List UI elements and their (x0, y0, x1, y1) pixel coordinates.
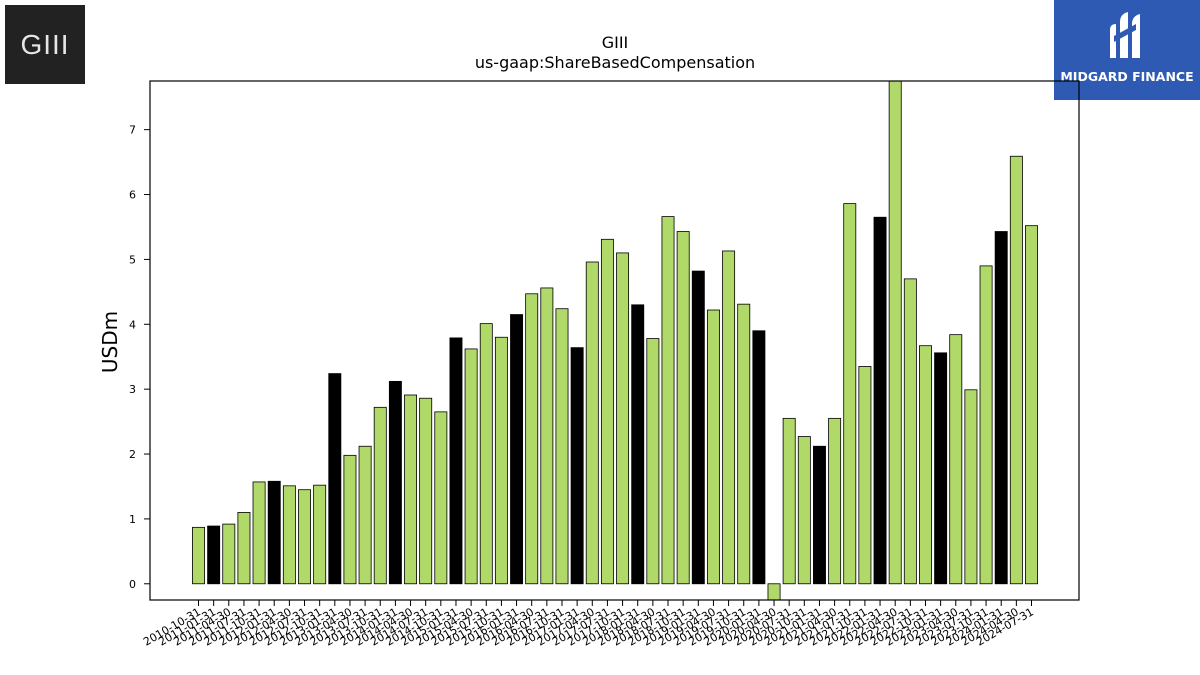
bar-2023-07-31 (964, 389, 978, 585)
bar-2020-01-31 (752, 330, 766, 585)
bar-2013-10-31 (373, 406, 387, 585)
bar-2011-01-31 (207, 525, 221, 585)
bar-2023-01-31 (934, 352, 948, 585)
plot-frame (149, 80, 1080, 601)
y-axis: 0 1 2 3 4 5 6 7 (129, 124, 150, 591)
giii-logo-text: GIII (20, 28, 70, 60)
bar-2012-04-30 (282, 485, 296, 585)
bar-2021-04-30 (828, 417, 842, 585)
bar-2011-04-30 (222, 523, 236, 585)
y-tick-label: 5 (129, 253, 136, 266)
bar-2020-04-30 (767, 583, 781, 601)
bar-2016-10-31 (555, 308, 569, 585)
y-axis-label: USDm (98, 311, 122, 373)
bar-2018-10-31 (676, 231, 690, 585)
bar-2021-10-31 (858, 366, 872, 585)
bar-2016-04-30 (525, 293, 539, 585)
bar-2014-07-31 (419, 397, 433, 585)
bar-2024-07-31 (1025, 225, 1038, 585)
chart-title: GIII (602, 33, 629, 52)
bar-2015-01-31 (449, 337, 463, 585)
bar-2019-01-31 (691, 270, 705, 585)
bar-2010-10-31 (192, 526, 205, 585)
bar-2019-10-31 (737, 303, 751, 585)
bar-2012-07-31 (298, 489, 311, 585)
bar-2015-10-31 (494, 336, 508, 585)
bars-group (192, 80, 1038, 601)
bar-2021-01-31 (813, 445, 826, 585)
y-tick-label: 4 (129, 318, 136, 331)
bar-2013-01-31 (328, 373, 342, 585)
bar-2020-10-31 (797, 436, 811, 585)
bar-2018-07-31 (661, 216, 675, 585)
bar-2017-01-31 (570, 347, 584, 585)
y-tick-label: 0 (129, 578, 136, 591)
bar-2022-07-31 (903, 278, 917, 585)
bar-2019-04-30 (706, 309, 720, 585)
bar-2018-01-31 (631, 304, 645, 585)
y-tick-label: 2 (129, 448, 136, 461)
bar-2011-07-31 (237, 512, 251, 585)
giii-logo: GIII (5, 5, 85, 84)
bar-2018-04-30 (646, 338, 660, 585)
y-tick-label: 3 (129, 383, 136, 396)
midgard-logo-icon (1110, 12, 1140, 58)
bar-2017-04-30 (585, 261, 599, 585)
bar-2022-10-31 (919, 345, 932, 585)
bar-2019-07-31 (722, 250, 736, 585)
bar-2012-01-31 (267, 480, 281, 585)
bar-2013-07-31 (358, 445, 372, 585)
bar-2017-10-31 (616, 252, 630, 585)
midgard-logo-text: MIDGARD FINANCE (1060, 69, 1194, 84)
bar-2014-04-30 (404, 394, 418, 585)
bar-2016-07-31 (540, 287, 554, 585)
bar-2014-01-31 (388, 380, 402, 585)
bar-2017-07-31 (600, 238, 614, 585)
bar-2015-07-31 (479, 323, 493, 585)
bar-2020-07-31 (782, 417, 796, 585)
bar-2024-01-31 (994, 231, 1008, 585)
bar-2015-04-30 (464, 348, 478, 585)
bar-2024-04-30 (1009, 155, 1023, 585)
chart-subtitle: us-gaap:ShareBasedCompensation (475, 53, 755, 72)
bar-2014-10-31 (434, 411, 448, 585)
bar-2022-01-31 (873, 216, 887, 585)
bar-2023-04-30 (949, 334, 963, 585)
y-tick-label: 6 (129, 189, 136, 202)
bar-2022-04-30 (888, 80, 902, 585)
bar-2011-10-31 (252, 481, 266, 585)
bar-2016-01-31 (510, 314, 524, 585)
y-tick-label: 7 (129, 124, 136, 137)
bar-2012-10-31 (313, 484, 327, 585)
x-axis: 2010-10-312011-01-312011-04-302011-07-31… (141, 600, 1036, 649)
bar-2013-04-30 (343, 454, 357, 585)
midgard-finance-logo: MIDGARD FINANCE (1054, 0, 1200, 100)
bar-2023-10-31 (979, 265, 993, 585)
y-tick-label: 1 (129, 513, 136, 526)
bar-2021-07-31 (843, 203, 857, 585)
